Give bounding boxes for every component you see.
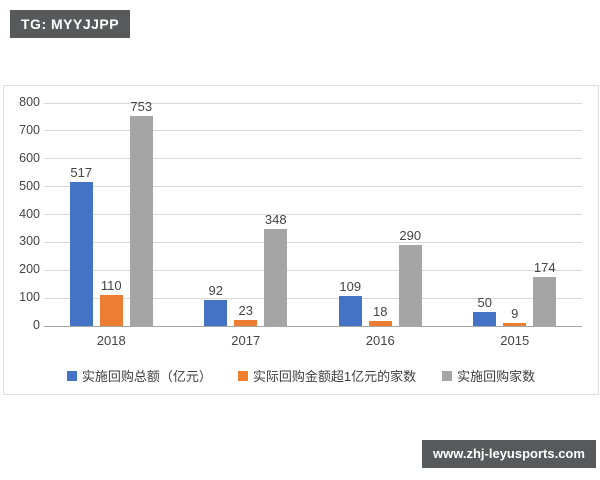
gridline [44,158,582,160]
legend-marker-blue [66,370,77,381]
chart-legend: 实施回购总额（亿元） 实际回购金额超1亿元的家数 实施回购家数 [4,366,598,385]
bar [338,296,362,326]
bar-value-label: 109 [339,279,362,294]
bar-value-label: 92 [208,283,223,298]
watermark-url-badge: www.zhj-leyusports.com [422,440,596,468]
bar-value-label: 290 [399,228,422,243]
legend-label: 实际回购金额超1亿元的家数 [252,369,417,384]
gridline [44,102,582,104]
legend-marker-orange [237,370,248,381]
bar [503,323,527,326]
bar [473,312,497,326]
legend-label: 实施回购总额（亿元） [81,369,212,384]
bar-value-label: 23 [238,303,253,318]
gridline [44,130,582,132]
y-axis-tick-label: 800 [19,95,40,109]
gridline [44,241,582,243]
x-axis-tick-label: 2016 [365,333,395,348]
bar [264,229,288,326]
x-axis-tick-label: 2018 [96,333,126,348]
bar-chart: 517 110 753 92 23 348 109 18 290 50 9 174 实施回购总额（亿元… [3,85,599,395]
bar [234,320,258,326]
y-axis-tick-label: 700 [19,122,40,137]
x-axis-tick-label: 2015 [500,333,530,348]
legend-item: 实际回购金额超1亿元的家数 [237,366,417,385]
y-axis-tick-label: 600 [19,150,40,165]
y-axis-tick-label: 400 [19,206,40,221]
y-axis-tick-label: 300 [19,234,40,249]
legend-label: 实施回购家数 [457,369,536,384]
bar [533,277,557,326]
gridline [44,297,582,299]
bar-value-label: 753 [130,99,153,114]
bar-value-label: 18 [373,304,388,319]
legend-item: 实施回购总额（亿元） [66,366,212,385]
x-axis-tick-label: 2017 [231,333,261,348]
legend-item: 实施回购家数 [442,366,535,385]
bar [204,300,228,326]
bar [398,245,422,326]
bar-value-label: 348 [264,212,287,227]
bar-value-label: 110 [100,278,122,293]
y-axis-tick-label: 200 [19,262,40,277]
y-axis-tick-label: 500 [19,178,40,193]
bar [69,182,93,326]
y-axis-tick-label: 100 [19,290,40,305]
gridline [44,186,582,188]
gridline [44,269,582,271]
y-axis-tick-label: 0 [33,318,40,332]
bar-value-label: 517 [70,165,93,180]
bar-value-label: 50 [477,295,492,310]
bar [129,116,153,326]
watermark-top-badge: TG: MYYJJPP [10,10,131,38]
legend-marker-gray [442,370,453,381]
bar [99,295,123,326]
gridline [44,214,582,215]
bar-value-label: 174 [533,260,556,275]
bar-value-label: 9 [511,306,519,321]
plot-area: 517 110 753 92 23 348 109 18 290 50 9 174 [44,99,582,327]
bar [368,321,392,326]
